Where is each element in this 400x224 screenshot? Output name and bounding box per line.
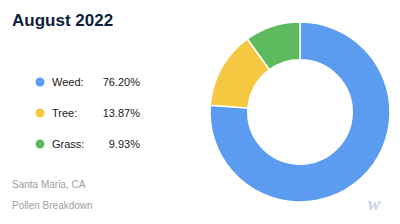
subtitle: Pollen Breakdown (12, 200, 93, 211)
donut (210, 22, 390, 202)
legend-value: 9.93% (109, 138, 140, 150)
legend-swatch (36, 78, 45, 87)
legend-swatch (36, 109, 45, 118)
legend-label: Weed: (52, 76, 84, 88)
legend-value: 13.87% (103, 107, 141, 119)
subtitle: Santa Maria, CA (12, 179, 86, 190)
slice (210, 22, 390, 202)
legend-label: Grass: (52, 138, 84, 150)
chart: August 2022 Weed: 76.20% Tree: 13.87% Grass: 9… (0, 0, 400, 224)
slice (247, 22, 300, 70)
legend-label: Tree: (52, 107, 77, 119)
legend: Weed: 76.20% Tree: 13.87% Grass: 9.93% (36, 76, 141, 150)
legend-swatch (36, 140, 45, 149)
legend-value: 76.20% (103, 76, 141, 88)
title: August 2022 (12, 11, 113, 30)
watermark: w (368, 193, 381, 214)
